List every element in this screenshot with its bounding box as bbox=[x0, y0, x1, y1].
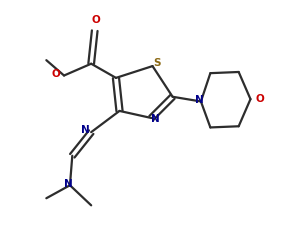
Text: N: N bbox=[81, 125, 90, 135]
Text: N: N bbox=[150, 114, 159, 124]
Text: O: O bbox=[256, 94, 264, 104]
Text: O: O bbox=[91, 16, 100, 25]
Text: N: N bbox=[64, 179, 73, 189]
Text: N: N bbox=[195, 95, 204, 105]
Text: O: O bbox=[52, 69, 60, 79]
Text: S: S bbox=[153, 58, 161, 68]
